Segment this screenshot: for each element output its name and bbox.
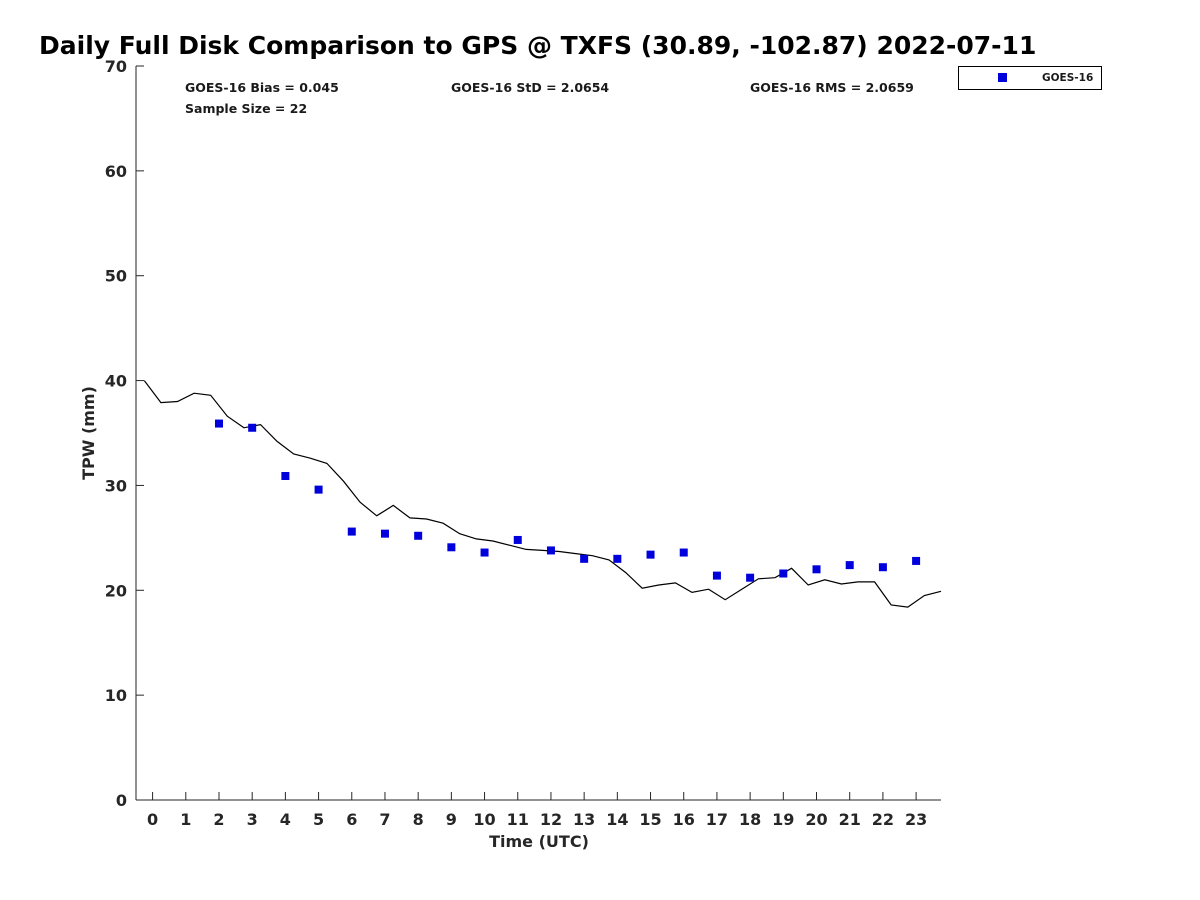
x-tick-label-12: 12 [540, 810, 562, 829]
goes16-point [812, 565, 821, 574]
sample-size-stat: Sample Size = 22 [185, 101, 307, 116]
x-tick-label-19: 19 [772, 810, 794, 829]
x-tick-label-10: 10 [473, 810, 495, 829]
legend-box [958, 66, 1102, 90]
goes16-point [613, 554, 622, 563]
goes16-point [779, 569, 788, 578]
x-tick-label-20: 20 [805, 810, 827, 829]
x-axis-label: Time (UTC) [489, 832, 589, 851]
goes16-point [845, 561, 854, 570]
y-axis-label: TPW (mm) [79, 386, 98, 480]
x-tick-label-17: 17 [706, 810, 728, 829]
goes16-point [281, 471, 290, 480]
y-tick-label-60: 60 [105, 162, 127, 181]
x-tick-label-13: 13 [573, 810, 595, 829]
x-tick-label-8: 8 [413, 810, 424, 829]
x-tick-label-9: 9 [446, 810, 457, 829]
goes16-point [712, 571, 721, 580]
rms-stat: GOES-16 RMS = 2.0659 [750, 80, 914, 95]
goes16-point [314, 485, 323, 494]
goes16-point [546, 546, 555, 555]
x-tick-label-6: 6 [346, 810, 357, 829]
y-tick-label-70: 70 [105, 57, 127, 76]
x-tick-label-18: 18 [739, 810, 761, 829]
y-tick-label-0: 0 [116, 791, 127, 810]
legend-label-goes16: GOES-16 [1042, 72, 1093, 84]
goes16-point [347, 527, 356, 536]
goes16-point [746, 573, 755, 582]
x-tick-label-4: 4 [280, 810, 291, 829]
y-tick-label-40: 40 [105, 372, 127, 391]
goes16-point [679, 548, 688, 557]
goes16-point [646, 550, 655, 559]
goes16-point [878, 563, 887, 572]
chart-title: Daily Full Disk Comparison to GPS @ TXFS… [39, 31, 1036, 60]
bias-stat: GOES-16 Bias = 0.045 [185, 80, 339, 95]
legend-marker-goes16 [998, 73, 1007, 82]
goes16-point [580, 554, 589, 563]
goes16-point [248, 423, 257, 432]
goes16-point [513, 535, 522, 544]
x-tick-label-0: 0 [147, 810, 158, 829]
goes16-point [380, 529, 389, 538]
y-tick-label-50: 50 [105, 267, 127, 286]
goes16-point [480, 548, 489, 557]
x-tick-label-14: 14 [606, 810, 628, 829]
x-tick-label-5: 5 [313, 810, 324, 829]
gps-line [143, 380, 942, 608]
legend: GOES-16 [958, 66, 1102, 90]
x-tick-label-3: 3 [247, 810, 258, 829]
x-tick-label-2: 2 [213, 810, 224, 829]
x-tick-label-23: 23 [905, 810, 927, 829]
x-tick-label-22: 22 [872, 810, 894, 829]
x-tick-label-15: 15 [639, 810, 661, 829]
std-stat: GOES-16 StD = 2.0654 [451, 80, 609, 95]
y-tick-label-10: 10 [105, 686, 127, 705]
y-tick-label-20: 20 [105, 581, 127, 600]
x-tick-label-21: 21 [839, 810, 861, 829]
x-tick-label-11: 11 [507, 810, 529, 829]
goes16-point [912, 556, 921, 565]
goes16-point [214, 419, 223, 428]
goes16-point [447, 543, 456, 552]
x-tick-label-16: 16 [673, 810, 695, 829]
x-tick-label-1: 1 [180, 810, 191, 829]
y-tick-label-30: 30 [105, 476, 127, 495]
goes16-point [414, 531, 423, 540]
x-tick-label-7: 7 [379, 810, 390, 829]
